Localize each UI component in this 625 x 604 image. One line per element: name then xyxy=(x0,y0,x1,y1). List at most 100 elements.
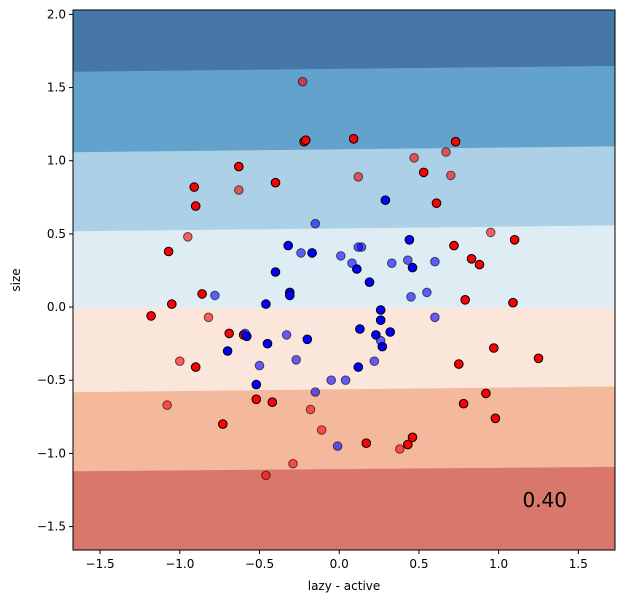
data-point-red-train xyxy=(418,167,429,178)
y-tick-label: −1.5 xyxy=(37,520,66,534)
score-annotation: 0.40 xyxy=(522,488,567,512)
region-band-4 xyxy=(72,145,616,232)
data-point-red-test xyxy=(305,404,316,415)
y-tick-label: 1.5 xyxy=(47,81,66,95)
data-point-red-test xyxy=(175,356,185,367)
data-point-blue-test xyxy=(310,387,321,397)
data-point-blue-train xyxy=(364,277,375,288)
x-tick-label: 1.5 xyxy=(569,557,588,571)
data-point-red-train xyxy=(509,235,520,245)
data-point-red-test xyxy=(288,458,298,469)
data-point-red-test xyxy=(316,425,327,435)
data-point-red-train xyxy=(163,246,174,257)
data-point-blue-test xyxy=(430,256,440,267)
decision-regions xyxy=(72,9,616,551)
plot-frame xyxy=(72,9,616,551)
data-point-blue-test xyxy=(310,218,321,229)
data-point-blue-test xyxy=(422,287,432,298)
data-point-red-test xyxy=(441,147,451,157)
data-point-red-train xyxy=(508,297,518,308)
data-point-red-test xyxy=(261,470,271,481)
data-point-red-train xyxy=(146,311,156,321)
data-point-red-train xyxy=(197,289,207,299)
data-point-blue-test xyxy=(210,290,220,301)
data-point-blue-train xyxy=(407,262,418,273)
region-band-5 xyxy=(72,65,616,153)
data-point-blue-train xyxy=(283,240,294,251)
data-point-blue-train xyxy=(285,290,295,301)
region-band-6 xyxy=(72,9,616,72)
data-point-blue-train xyxy=(375,305,386,315)
data-point-red-train xyxy=(189,182,199,192)
data-point-blue-train xyxy=(307,248,317,258)
y-tick-label: −0.5 xyxy=(37,373,66,387)
data-point-red-test xyxy=(446,170,456,181)
x-tick-label: 1.0 xyxy=(489,557,508,571)
data-point-blue-test xyxy=(240,328,250,339)
data-point-blue-test xyxy=(281,330,292,340)
data-point-blue-test xyxy=(375,335,386,346)
region-band-1 xyxy=(72,385,616,472)
data-point-red-train xyxy=(403,439,413,450)
data-point-blue-test xyxy=(332,441,343,451)
data-point-blue-test xyxy=(369,356,380,367)
data-points xyxy=(146,76,544,481)
data-point-red-train xyxy=(300,135,311,145)
data-point-blue-test xyxy=(340,375,351,386)
data-point-red-train xyxy=(267,397,278,408)
data-point-red-train xyxy=(431,198,442,208)
data-point-red-train xyxy=(449,240,459,251)
data-point-red-train xyxy=(361,438,372,449)
data-point-red-train xyxy=(489,343,499,353)
data-point-blue-train xyxy=(251,379,262,390)
x-axis-label: lazy - active xyxy=(308,579,381,593)
region-band-3 xyxy=(72,224,616,308)
data-point-red-train xyxy=(481,388,491,399)
data-point-blue-test xyxy=(347,258,357,269)
data-point-red-test xyxy=(485,227,496,238)
y-tick-label: 0.5 xyxy=(47,227,66,241)
data-point-blue-test xyxy=(296,248,306,258)
data-point-blue-train xyxy=(385,327,396,337)
data-point-blue-train xyxy=(355,324,365,334)
y-tick-label: 0.0 xyxy=(47,300,66,314)
data-point-blue-test xyxy=(291,355,302,365)
data-point-blue-train xyxy=(222,346,233,356)
x-tick-label: −1.5 xyxy=(86,557,115,571)
data-point-red-train xyxy=(224,328,234,339)
data-point-red-test xyxy=(183,232,193,242)
data-point-blue-test xyxy=(430,312,440,323)
x-tick-label: −0.5 xyxy=(245,557,274,571)
data-point-blue-train xyxy=(261,299,271,309)
data-point-blue-test xyxy=(406,292,416,302)
data-point-red-train xyxy=(190,201,201,211)
data-point-red-test xyxy=(203,312,214,323)
data-point-red-train xyxy=(450,136,461,147)
data-point-red-train xyxy=(460,295,471,305)
data-point-red-train xyxy=(466,253,477,264)
data-point-red-train xyxy=(348,134,359,144)
data-point-red-train xyxy=(218,419,228,429)
data-point-red-train xyxy=(458,398,469,409)
data-point-blue-train xyxy=(353,362,364,372)
y-axis-label: size xyxy=(9,268,23,291)
data-point-blue-train xyxy=(375,315,386,326)
data-point-blue-train xyxy=(262,338,273,349)
data-point-red-train xyxy=(167,299,177,309)
data-point-red-train xyxy=(474,259,485,270)
data-point-blue-test xyxy=(387,258,397,269)
data-point-red-test xyxy=(353,172,364,182)
data-point-red-test xyxy=(395,444,405,454)
y-axis-ticks: −1.5 −1.0 −0.5 0.0 0.5 1.0 1.5 2.0 xyxy=(37,7,73,534)
y-tick-label: 2.0 xyxy=(47,7,66,21)
data-point-red-test xyxy=(162,400,172,410)
data-point-red-train xyxy=(234,161,244,172)
data-point-red-train xyxy=(251,394,262,405)
data-point-blue-test xyxy=(403,255,413,266)
data-point-red-train xyxy=(490,413,501,424)
data-point-red-train xyxy=(270,177,281,188)
data-point-blue-test xyxy=(353,242,364,252)
y-tick-label: −1.0 xyxy=(37,446,66,460)
data-point-red-train xyxy=(454,359,464,369)
